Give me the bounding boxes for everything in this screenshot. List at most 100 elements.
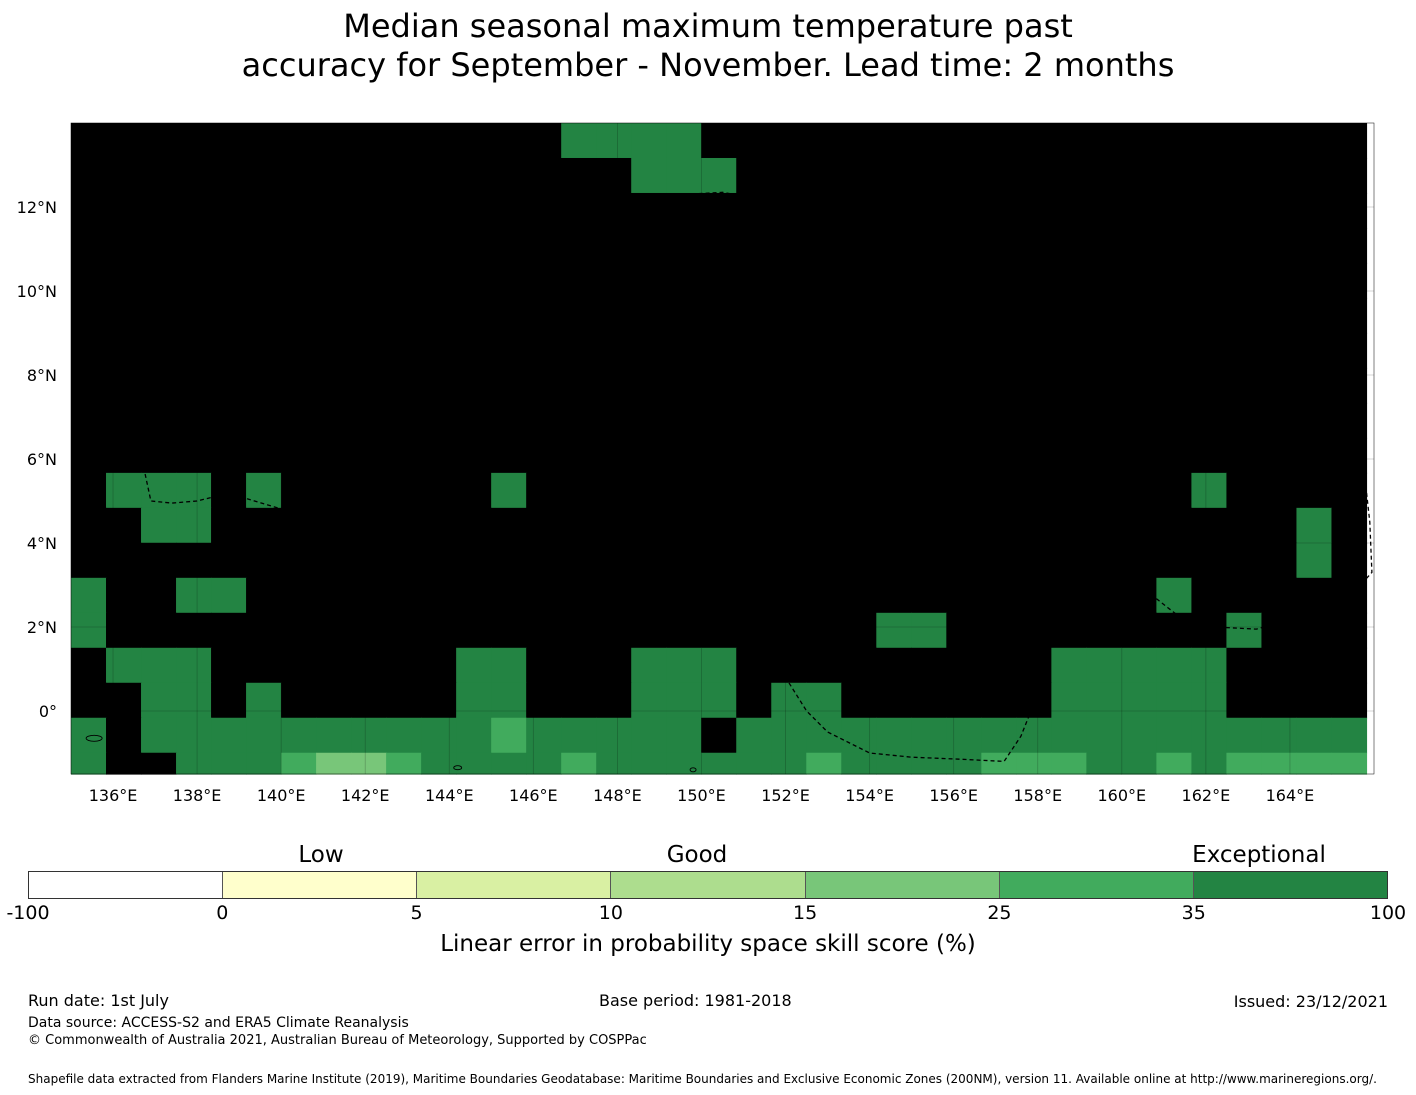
grid-cell xyxy=(1331,437,1368,474)
grid-cell xyxy=(981,507,1017,544)
grid-cell xyxy=(1296,612,1333,649)
grid-cell xyxy=(211,227,247,264)
grid-cell xyxy=(666,157,702,194)
grid-cell xyxy=(211,507,247,544)
grid-cell xyxy=(1016,682,1052,719)
grid-cell xyxy=(246,332,282,369)
grid-cell xyxy=(491,682,527,719)
grid-cell xyxy=(281,717,317,754)
grid-cell xyxy=(1156,192,1193,229)
grid-cell xyxy=(1156,332,1193,369)
grid-cell xyxy=(561,227,597,264)
grid-cell xyxy=(841,157,877,194)
grid-cell xyxy=(1016,367,1052,404)
grid-cell xyxy=(561,437,597,474)
island-outline xyxy=(476,138,486,154)
grid-cell xyxy=(246,542,282,579)
grid-cell xyxy=(911,367,947,404)
run-date: Run date: 1st July xyxy=(28,991,169,1010)
grid-cell xyxy=(806,507,842,544)
base-period: Base period: 1981-2018 xyxy=(599,991,792,1010)
grid-cell xyxy=(631,262,667,299)
island-outline xyxy=(817,419,821,423)
grid-cell xyxy=(141,332,177,369)
grid-cell xyxy=(1331,332,1368,369)
grid-cell xyxy=(631,577,667,614)
grid-cell xyxy=(666,472,702,509)
grid-cell xyxy=(176,262,212,299)
grid-cell xyxy=(1226,507,1263,544)
grid-cell xyxy=(106,472,142,509)
grid-cell xyxy=(666,682,702,719)
grid-cell xyxy=(491,367,527,404)
grid-cell xyxy=(596,612,632,649)
grid-cell xyxy=(561,647,597,684)
grid-cell xyxy=(1261,157,1298,194)
colorbar-tick-label: 100 xyxy=(1369,902,1407,924)
grid-cell xyxy=(491,577,527,614)
grid-cell xyxy=(876,192,912,229)
grid-cell xyxy=(1296,507,1333,544)
grid-cell xyxy=(701,647,737,684)
map-title-line-2: accuracy for September - November. Lead … xyxy=(241,46,1175,84)
grid-cell xyxy=(666,577,702,614)
grid-cell xyxy=(421,717,457,754)
grid-cell xyxy=(1331,367,1368,404)
grid-cell xyxy=(1331,402,1368,439)
grid-cell xyxy=(386,437,422,474)
grid-cell xyxy=(1226,123,1263,159)
grid-cell xyxy=(491,752,527,775)
longitude-label: 140°E xyxy=(257,786,306,805)
grid-cell xyxy=(1121,297,1157,334)
grid-cell xyxy=(1121,507,1157,544)
grid-cell xyxy=(806,717,842,754)
grid-cell xyxy=(1016,123,1052,159)
grid-cell xyxy=(771,262,807,299)
grid-cell xyxy=(561,612,597,649)
grid-cell xyxy=(1296,192,1333,229)
grid-cell xyxy=(141,577,177,614)
grid-cell xyxy=(771,717,807,754)
grid-cell xyxy=(1296,542,1333,579)
grid-cell xyxy=(1331,472,1368,509)
grid-cell xyxy=(351,507,387,544)
grid-cell xyxy=(526,612,562,649)
grid-cell xyxy=(701,472,737,509)
grid-cell xyxy=(666,367,702,404)
colorbar-segment xyxy=(611,872,806,898)
grid-cell xyxy=(736,542,772,579)
grid-cell xyxy=(596,402,632,439)
grid-cell xyxy=(596,507,632,544)
grid-cell xyxy=(946,367,982,404)
grid-cell xyxy=(666,752,702,775)
grid-cell xyxy=(771,157,807,194)
grid-cell xyxy=(701,123,737,159)
grid-cell xyxy=(561,157,597,194)
grid-cell xyxy=(176,717,212,754)
grid-cell xyxy=(1016,262,1052,299)
grid-cell xyxy=(596,752,632,775)
grid-cell xyxy=(176,437,212,474)
colorbar-tick-label: 15 xyxy=(793,902,818,924)
island-outline xyxy=(670,348,674,352)
grid-cell xyxy=(631,227,667,264)
grid-cell xyxy=(176,542,212,579)
grid-cell xyxy=(946,402,982,439)
grid-cell xyxy=(806,227,842,264)
grid-cell xyxy=(106,507,142,544)
grid-cell xyxy=(981,332,1017,369)
grid-cell xyxy=(1086,123,1122,159)
grid-cell xyxy=(771,472,807,509)
island-outline xyxy=(296,289,300,293)
grid-cell xyxy=(1086,752,1122,775)
latitude-tick-labels: 12°N 10°N 8°N 6°N 4°N 2°N 0° xyxy=(17,198,57,721)
grid-cell xyxy=(176,332,212,369)
grid-cell xyxy=(1191,437,1228,474)
grid-cell xyxy=(771,367,807,404)
grid-cell xyxy=(876,227,912,264)
grid-cell xyxy=(1086,157,1122,194)
grid-cell xyxy=(876,402,912,439)
grid-cell xyxy=(456,437,492,474)
grid-cell xyxy=(176,192,212,229)
grid-cell xyxy=(1086,227,1122,264)
